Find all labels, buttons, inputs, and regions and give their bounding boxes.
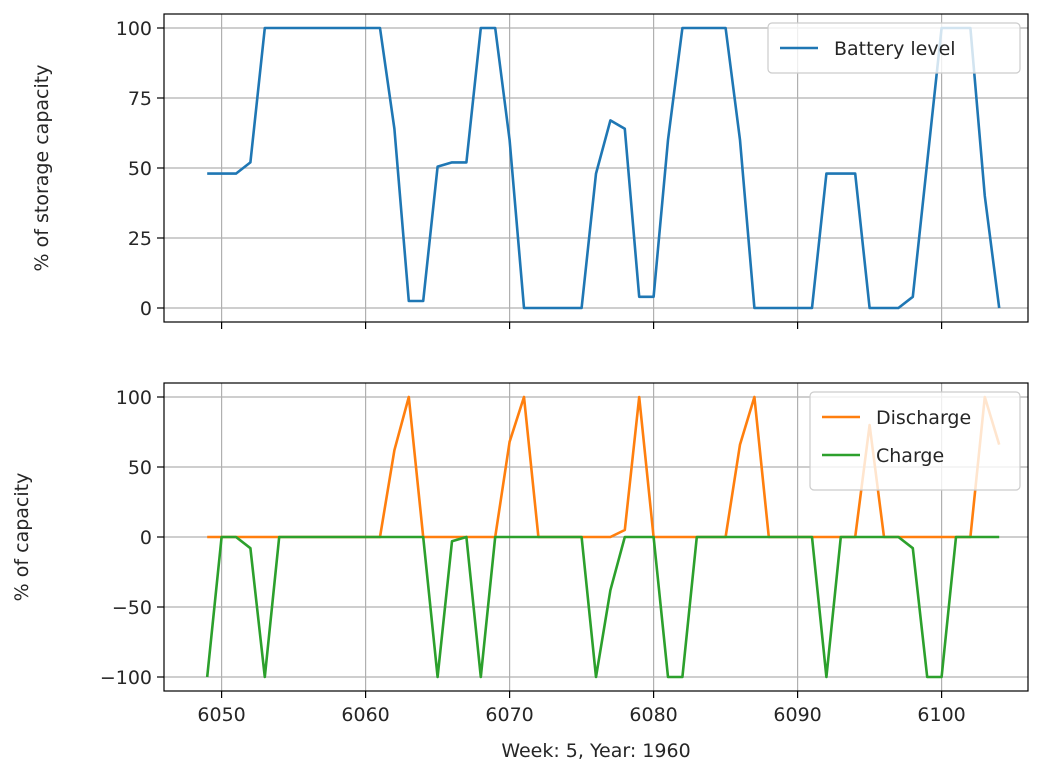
x-tick-label: 6070 [485,704,533,726]
battery-level-y-tick-label: 75 [128,88,152,110]
x-axis-label: Week: 5, Year: 1960 [501,740,690,762]
battery-level-legend-label: Battery level [834,38,956,60]
x-tick-label: 6100 [917,704,965,726]
charge-discharge-y-tick-label: −50 [112,597,152,619]
charge-discharge-y-tick-label: −100 [100,667,152,689]
battery-level-y-tick-label: 100 [116,18,152,40]
battery-level-line [207,26,1001,310]
charge-discharge-y-ticks: −100 −50 0 50 100 [100,387,164,689]
charge-line [205,535,1000,679]
charge-legend-label: Charge [876,445,944,467]
charge-discharge-y-tick-label: 0 [140,527,152,549]
battery-level-y-tick-label: 25 [128,228,152,250]
charge-discharge-legend-box [809,391,1021,491]
charge-discharge-y-axis-label: % of capacity [11,473,33,602]
battery-level-legend-box [767,22,1021,74]
battery-level-y-tick-label: 50 [128,158,152,180]
battery-level-y-axis-label: % of storage capacity [31,65,53,272]
charge-discharge-y-tick-label: 100 [116,387,152,409]
charge-discharge-axes: 6050 6060 6070 6080 6090 6100 −100 −50 0 50 100 %… [11,382,1029,762]
x-tick-label: 6050 [197,704,245,726]
discharge-legend-label: Discharge [876,407,971,429]
battery-level-x-ticks [221,322,943,329]
charge-discharge-y-tick-label: 50 [128,457,152,479]
x-tick-label: 6080 [629,704,677,726]
charge-discharge-x-ticks: 6050 6060 6070 6080 6090 6100 [197,691,966,726]
battery-level-axes: 0 25 50 75 100 % of storage capacity Battery… [31,13,1029,329]
battery-level-legend: Battery level [767,22,1021,74]
battery-level-y-tick-label: 0 [140,298,152,320]
x-tick-label: 6060 [341,704,389,726]
battery-level-y-ticks: 0 25 50 75 100 [116,18,164,320]
charge-discharge-legend: Discharge Charge [809,391,1021,491]
battery-level-series [207,26,1001,310]
x-tick-label: 6090 [773,704,821,726]
